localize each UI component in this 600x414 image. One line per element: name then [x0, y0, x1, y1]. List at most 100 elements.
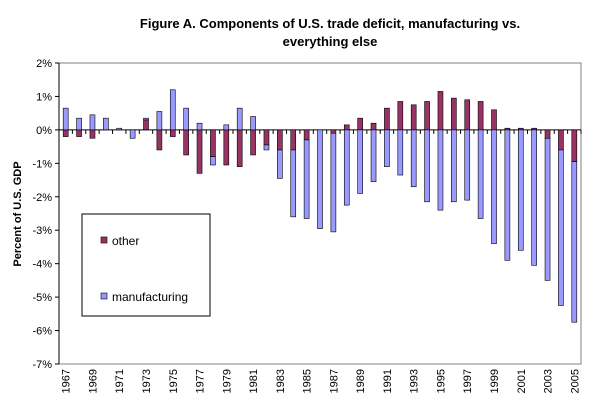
bar-other-1988 — [343, 124, 350, 131]
bar-manufacturing-1988 — [343, 129, 350, 206]
y-tick-label: -1% — [32, 158, 52, 170]
x-tick-label: 1977 — [195, 369, 207, 393]
bar-manufacturing-1984 — [290, 149, 297, 218]
bar-other-1980 — [236, 129, 243, 167]
bar-manufacturing-1967 — [62, 107, 69, 131]
x-tick-label: 1993 — [409, 369, 421, 393]
x-tick-label: 1987 — [328, 369, 340, 393]
bar-manufacturing-1999 — [491, 129, 497, 244]
x-tick-label: 1975 — [168, 369, 180, 393]
x-tick-label: 1985 — [302, 369, 314, 393]
bar-manufacturing-1968 — [76, 117, 82, 131]
bar-manufacturing-1978 — [210, 156, 216, 166]
legend-label-manufacturing: manufacturing — [112, 290, 188, 304]
x-tick-label: 1989 — [355, 369, 367, 393]
y-axis-title: Percent of U.S. GDP — [12, 161, 24, 266]
bar-other-1968 — [76, 129, 82, 137]
bar-other-1981 — [250, 129, 256, 156]
bars — [62, 89, 578, 323]
bar-other-1996 — [451, 97, 457, 131]
y-tick-label: 2% — [36, 58, 52, 70]
x-tick-label: 1971 — [114, 369, 126, 393]
legend-swatch-other — [100, 236, 108, 244]
bar-other-1973 — [143, 119, 149, 131]
bar-other-1990 — [370, 122, 377, 131]
bar-manufacturing-2002 — [531, 129, 537, 266]
bar-other-1999 — [491, 109, 497, 131]
bar-manufacturing-1989 — [357, 129, 363, 194]
bar-other-1982 — [263, 129, 270, 146]
bar-other-1989 — [357, 117, 363, 131]
bar-manufacturing-1983 — [277, 149, 283, 179]
bar-manufacturing-1972 — [129, 129, 136, 139]
bar-other-1995 — [437, 91, 444, 131]
bar-other-1967 — [62, 129, 69, 137]
bar-manufacturing-1987 — [330, 132, 337, 233]
bar-manufacturing-1977 — [196, 122, 203, 131]
bar-other-1974 — [156, 129, 163, 151]
bar-manufacturing-2000 — [504, 129, 511, 261]
bar-manufacturing-1976 — [183, 107, 189, 131]
x-tick-label: 2001 — [516, 369, 528, 393]
bar-other-1997 — [464, 99, 471, 131]
bar-other-2005 — [571, 129, 578, 162]
bar-manufacturing-1981 — [250, 116, 256, 131]
bar-manufacturing-1993 — [410, 129, 417, 188]
bar-manufacturing-1980 — [236, 107, 243, 131]
y-axis: 2% 1% 0% -1% -2% -3% -4% -5% -6% -7% — [32, 58, 60, 371]
x-tick-label: 1979 — [221, 369, 233, 393]
bar-other-1975 — [169, 129, 176, 137]
chart-title-line2: everything else — [282, 34, 378, 49]
y-tick-label: -4% — [32, 259, 52, 271]
chart-title-line1: Figure A. Components of U.S. trade defic… — [139, 16, 521, 31]
bar-other-1984 — [290, 129, 297, 151]
bar-manufacturing-1982 — [263, 144, 270, 151]
bar-other-1969 — [89, 129, 96, 139]
bar-manufacturing-1974 — [156, 111, 163, 131]
bar-manufacturing-1986 — [317, 129, 323, 229]
bar-other-1998 — [477, 101, 484, 131]
x-tick-label: 1973 — [141, 369, 153, 393]
bar-manufacturing-1991 — [384, 129, 390, 167]
x-tick-label: 1999 — [489, 369, 501, 393]
x-tick-label: 1997 — [462, 369, 474, 393]
bar-manufacturing-1998 — [477, 129, 484, 219]
x-tick-label: 2005 — [569, 369, 581, 393]
bar-manufacturing-1995 — [437, 129, 444, 211]
bar-manufacturing-1994 — [424, 129, 430, 203]
bar-other-1993 — [410, 104, 417, 131]
bar-other-1987 — [330, 129, 337, 134]
bar-other-1991 — [384, 107, 390, 131]
bar-other-1978 — [210, 129, 216, 157]
chart-title: Figure A. Components of U.S. trade defic… — [60, 15, 600, 51]
x-tick-label: 2003 — [543, 369, 555, 393]
x-axis: 1967 1969 1971 1973 1975 1977 1979 1981 1983 1985… — [58, 129, 582, 393]
bar-manufacturing-2001 — [517, 129, 524, 251]
y-tick-label: -6% — [32, 326, 52, 338]
y-tick-label: -5% — [32, 292, 52, 304]
bar-manufacturing-1975 — [169, 89, 176, 131]
bar-manufacturing-1971 — [116, 127, 123, 131]
legend: other manufacturing — [81, 213, 211, 317]
y-tick-label: 1% — [36, 91, 52, 103]
x-tick-label: 1991 — [382, 369, 394, 393]
bar-other-1977 — [196, 129, 203, 174]
bar-other-1983 — [277, 129, 283, 151]
bar-manufacturing-1996 — [451, 129, 457, 203]
y-tick-label: -3% — [32, 225, 52, 237]
bar-other-2003 — [544, 129, 551, 139]
y-tick-label: -2% — [32, 192, 52, 204]
bar-manufacturing-1979 — [223, 124, 230, 131]
x-tick-label: 1967 — [61, 369, 73, 393]
bar-manufacturing-1990 — [370, 129, 377, 183]
bar-manufacturing-1969 — [89, 114, 96, 131]
bar-manufacturing-1997 — [464, 129, 471, 201]
bar-manufacturing-2005 — [571, 161, 578, 323]
bar-manufacturing-2003 — [544, 137, 551, 281]
y-tick-label: 0% — [36, 125, 52, 137]
x-tick-label: 1995 — [435, 369, 447, 393]
legend-swatch-manufacturing — [100, 292, 108, 300]
bar-manufacturing-1985 — [303, 139, 310, 219]
bar-manufacturing-1992 — [397, 129, 404, 176]
